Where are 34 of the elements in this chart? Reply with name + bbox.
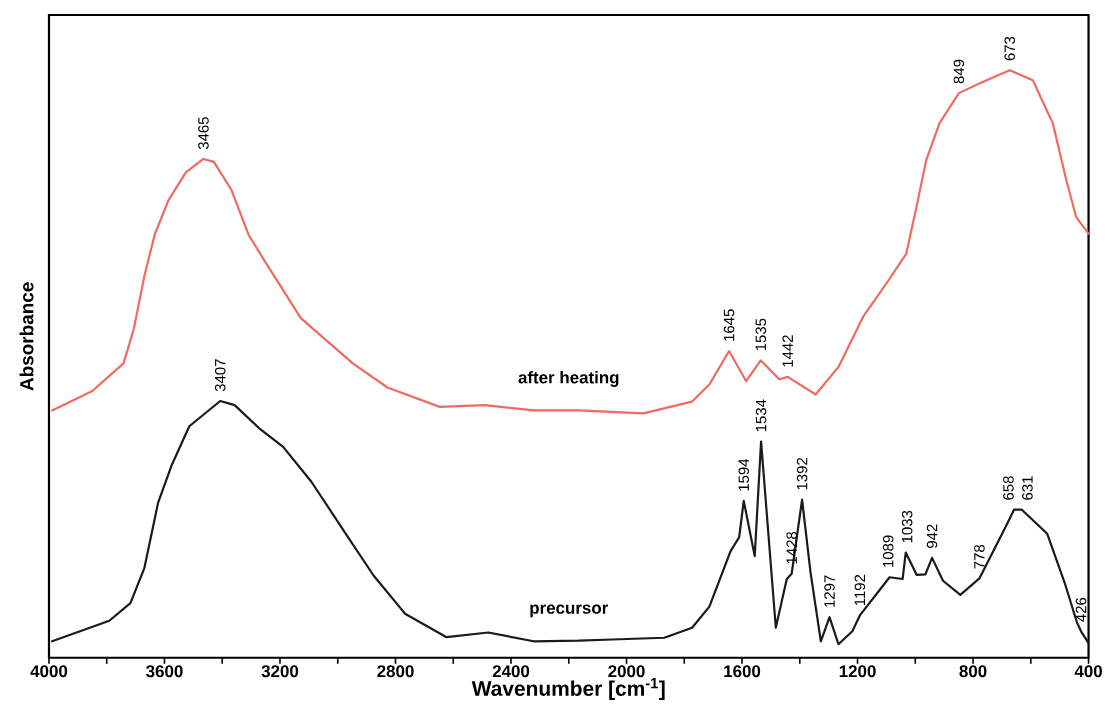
annotation: 1192 [854,575,866,606]
annotation: 1033 [901,510,913,543]
x-tick-label: 1200 [839,665,876,678]
annotation: 3465 [198,117,209,150]
x-tick-label: 3200 [261,665,299,678]
x-tick-label: 3600 [146,665,183,678]
annotation: 1297 [824,575,835,608]
annotation: 658 [1003,476,1014,500]
annotation: 1534 [755,399,767,432]
annotation: 1645 [723,309,735,341]
annotation: 1089 [882,535,894,568]
series-label: after heating [518,371,619,388]
x-tick-label: 1600 [724,665,761,678]
x-tick-label: 4000 [30,665,68,678]
y-axis-title: Absorbance [19,282,34,391]
annotation: 849 [953,59,965,84]
annotation: 942 [926,524,938,549]
annotation: 631 [1022,476,1033,500]
x-axis-title: Wavenumber [cm$^{-1}$] [471,678,665,701]
x-tick-label: 2400 [492,665,530,678]
x-tick-label: 2000 [608,665,645,678]
annotation: 1535 [755,318,767,351]
annotation: 673 [1004,36,1015,61]
annotation: 1392 [796,458,808,490]
x-tick-label: 400 [1074,665,1102,678]
annotation: 1594 [738,459,750,491]
annotation: 778 [974,545,985,569]
series-label: precursor [530,604,609,618]
annotation: 1428 [786,532,797,564]
x-tick-label: 800 [959,665,987,678]
annotation: 1442 [782,335,793,367]
annotation: 426 [1075,597,1087,622]
annotation: 3407 [214,359,226,392]
x-tick-label: 2800 [377,665,414,678]
